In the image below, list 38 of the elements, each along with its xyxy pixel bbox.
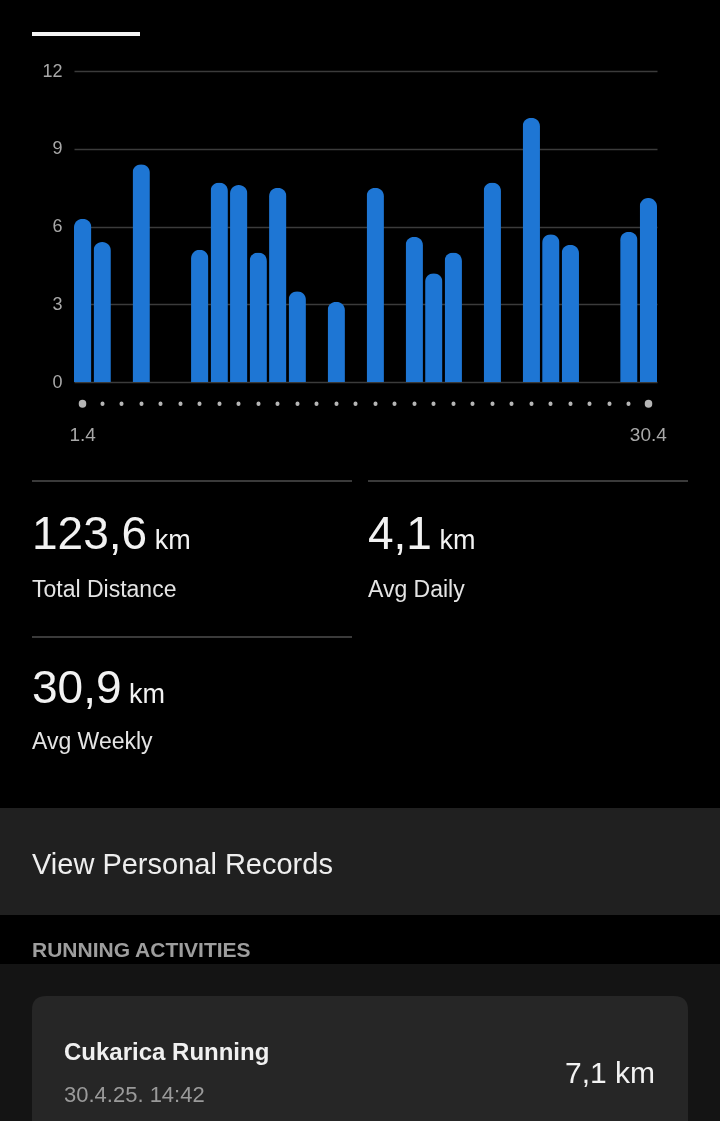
bar [561,244,579,382]
bar [269,187,287,382]
bar [249,252,267,382]
bar [425,273,443,382]
bar [444,252,462,382]
bar [483,182,501,382]
x-tick-label: 30.4 [629,424,668,445]
bar [191,249,209,382]
text: Cukarica Running [64,1038,270,1065]
bar [74,218,92,382]
bar [93,242,111,382]
y-tick-label: 0 [52,371,63,392]
bar [405,236,423,382]
bar [639,197,657,382]
bar [230,185,248,382]
y-tick-label: 9 [52,138,63,159]
x-tick-label: 1.4 [69,424,97,445]
text: View Personal Records [32,848,333,880]
bar [210,182,228,382]
bar [288,291,306,382]
text: RUNNING ACTIVITIES [32,938,251,961]
text: 4,1 km [368,507,476,559]
bar [522,117,540,382]
bar [366,187,384,382]
y-tick-label: 3 [52,293,63,314]
text: 30.4.25. 14:42 [64,1082,205,1107]
text: Total Distance [32,576,177,602]
bar [620,231,638,382]
text: Avg Daily [368,576,466,602]
text: Avg Weekly [32,728,154,754]
y-tick-label: 6 [52,216,63,236]
text: 30,9 km [32,661,166,713]
bar [542,234,560,382]
text: 123,6 km [32,507,191,559]
bar [132,164,150,382]
y-tick-label: 12 [42,60,63,81]
bar [327,301,345,382]
text: 7,1 km [564,1056,655,1089]
